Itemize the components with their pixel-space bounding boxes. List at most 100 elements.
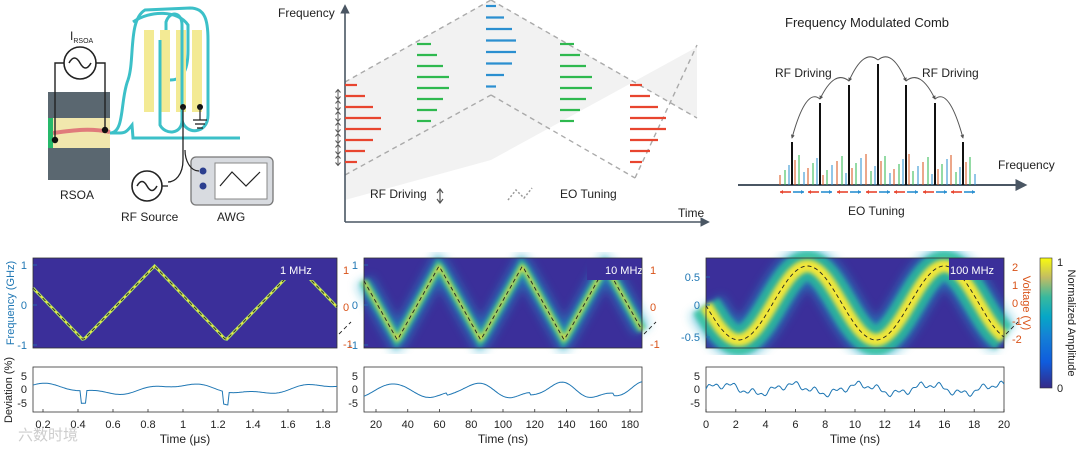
x-tick-label: 40 [402, 419, 414, 431]
eo-arrowhead [829, 190, 832, 194]
x-axis-label: Time (ns) [830, 432, 880, 446]
comb-eo-label: EO Tuning [848, 204, 905, 218]
rf-coupling-arc [877, 56, 907, 82]
dev-tick-label: 5 [352, 371, 358, 383]
x-tick-label: 0.4 [70, 419, 85, 431]
deviation-ylabel: Deviation (%) [3, 357, 15, 423]
right-tick-label: 2 [1012, 262, 1018, 274]
right-tick-label: -1 [650, 339, 660, 351]
comb-title: Frequency Modulated Comb [785, 15, 949, 30]
i-rsoa-label: IRSOA [70, 29, 94, 45]
x-tick-label: 0.2 [35, 419, 50, 431]
x-tick-label: 0.6 [105, 419, 120, 431]
deviation-frame [705, 366, 1005, 413]
x-tick-label: 1 [180, 419, 186, 431]
eo-arrowhead [972, 190, 975, 194]
eo-arrowhead [923, 190, 926, 194]
eo-arrowhead [837, 190, 840, 194]
rf-arrow [335, 99, 341, 112]
deviation-trace [32, 382, 338, 406]
x-tick-label: 140 [557, 419, 575, 431]
legend-rf-driving: RF Driving [370, 187, 427, 201]
right-tick-label: -2 [1012, 334, 1022, 346]
eo-arrowhead [894, 190, 897, 194]
x-tick-label: 1.8 [315, 419, 330, 431]
heatmap-frame [705, 257, 1005, 349]
left-tick-label: 1 [21, 260, 27, 272]
frequency-ylabel: Frequency (GHz) [5, 261, 17, 345]
colorbar-top: 1 [1057, 257, 1063, 269]
x-tick-label: 160 [589, 419, 607, 431]
dev-tick-label: 0 [352, 384, 358, 396]
panel-tag: 1 MHz [280, 265, 312, 277]
x-tick-label: 18 [968, 419, 980, 431]
dev-tick-label: 5 [21, 371, 27, 383]
colorbar-label: Normalized Amplitude [1065, 270, 1077, 377]
rf-coupling-arc [934, 96, 965, 139]
x-tick-label: 100 [494, 419, 512, 431]
x-tick-label: 8 [822, 419, 828, 431]
time-axis-label: Time [678, 206, 705, 220]
right-tick-label: -1 [343, 339, 353, 351]
colorbar: 1 0 Normalized Amplitude [1039, 257, 1077, 395]
colorbar-bottom: 0 [1057, 383, 1063, 395]
left-tick-label: 0 [694, 300, 700, 312]
rf-coupling-arc [819, 77, 850, 100]
rf-legend-icon [436, 188, 444, 204]
rf-arrow [335, 88, 341, 101]
deviation-frame [363, 366, 643, 413]
tag-bg [282, 258, 337, 280]
time-frequency-diagram: Frequency Time RF Driving EO Tuning [278, 0, 710, 227]
eo-arrowhead [951, 190, 954, 194]
x-tick-label: 60 [433, 419, 445, 431]
eo-arrowhead [944, 190, 947, 194]
rf-coupling-arc [905, 77, 936, 100]
eo-arrowhead [858, 190, 861, 194]
eo-legend-icon [507, 187, 533, 201]
rf-coupling-arc [848, 56, 879, 82]
right-tick-label: 0 [650, 302, 656, 314]
left-tick-label: 0 [352, 300, 358, 312]
left-tick-label: -1 [17, 340, 27, 352]
right-tick-label: 0 [1012, 298, 1018, 310]
right-tick-label: 0 [343, 302, 349, 314]
right-tick-label: 1 [1012, 280, 1018, 292]
x-tick-label: 4 [763, 419, 769, 431]
dev-tick-label: 0 [694, 384, 700, 396]
eo-arrowhead [780, 190, 783, 194]
x-tick-label: 2 [733, 419, 739, 431]
heatmap-frame [363, 257, 643, 349]
eo-arrowhead [801, 190, 804, 194]
eo-arrowhead [915, 190, 918, 194]
dev-tick-label: 5 [694, 371, 700, 383]
dashed-continuation [1005, 321, 1019, 335]
dev-tick-label: -5 [17, 398, 27, 410]
comb-spectrum [779, 56, 976, 194]
rf-arrow [335, 143, 341, 156]
rf-arrow [335, 132, 341, 145]
right-tick-label: -1 [1012, 316, 1022, 328]
x-tick-label: 80 [465, 419, 477, 431]
rf-arrow [335, 154, 341, 167]
comb-rf-left: RF Driving [775, 66, 832, 80]
heatmap-frame [32, 257, 338, 349]
deviation-trace [363, 381, 643, 399]
eo-arrowhead [866, 190, 869, 194]
left-tick-label: 1 [352, 260, 358, 272]
awg-label: AWG [217, 210, 245, 224]
deviation-frame [32, 366, 338, 413]
fm-comb: Frequency Modulated Comb Frequency RF Dr… [738, 15, 1055, 218]
rf-driving-arrows [335, 88, 341, 167]
dashed-continuation [338, 321, 352, 335]
x-axis-label: Time (μs) [160, 432, 210, 446]
comb-axis-label: Frequency [998, 158, 1055, 172]
x-tick-label: 1.6 [280, 419, 295, 431]
setup-schematic: IRSOA RSOA RF Source [48, 6, 274, 224]
left-tick-label: 0 [21, 300, 27, 312]
deviation-trace [705, 380, 1005, 398]
